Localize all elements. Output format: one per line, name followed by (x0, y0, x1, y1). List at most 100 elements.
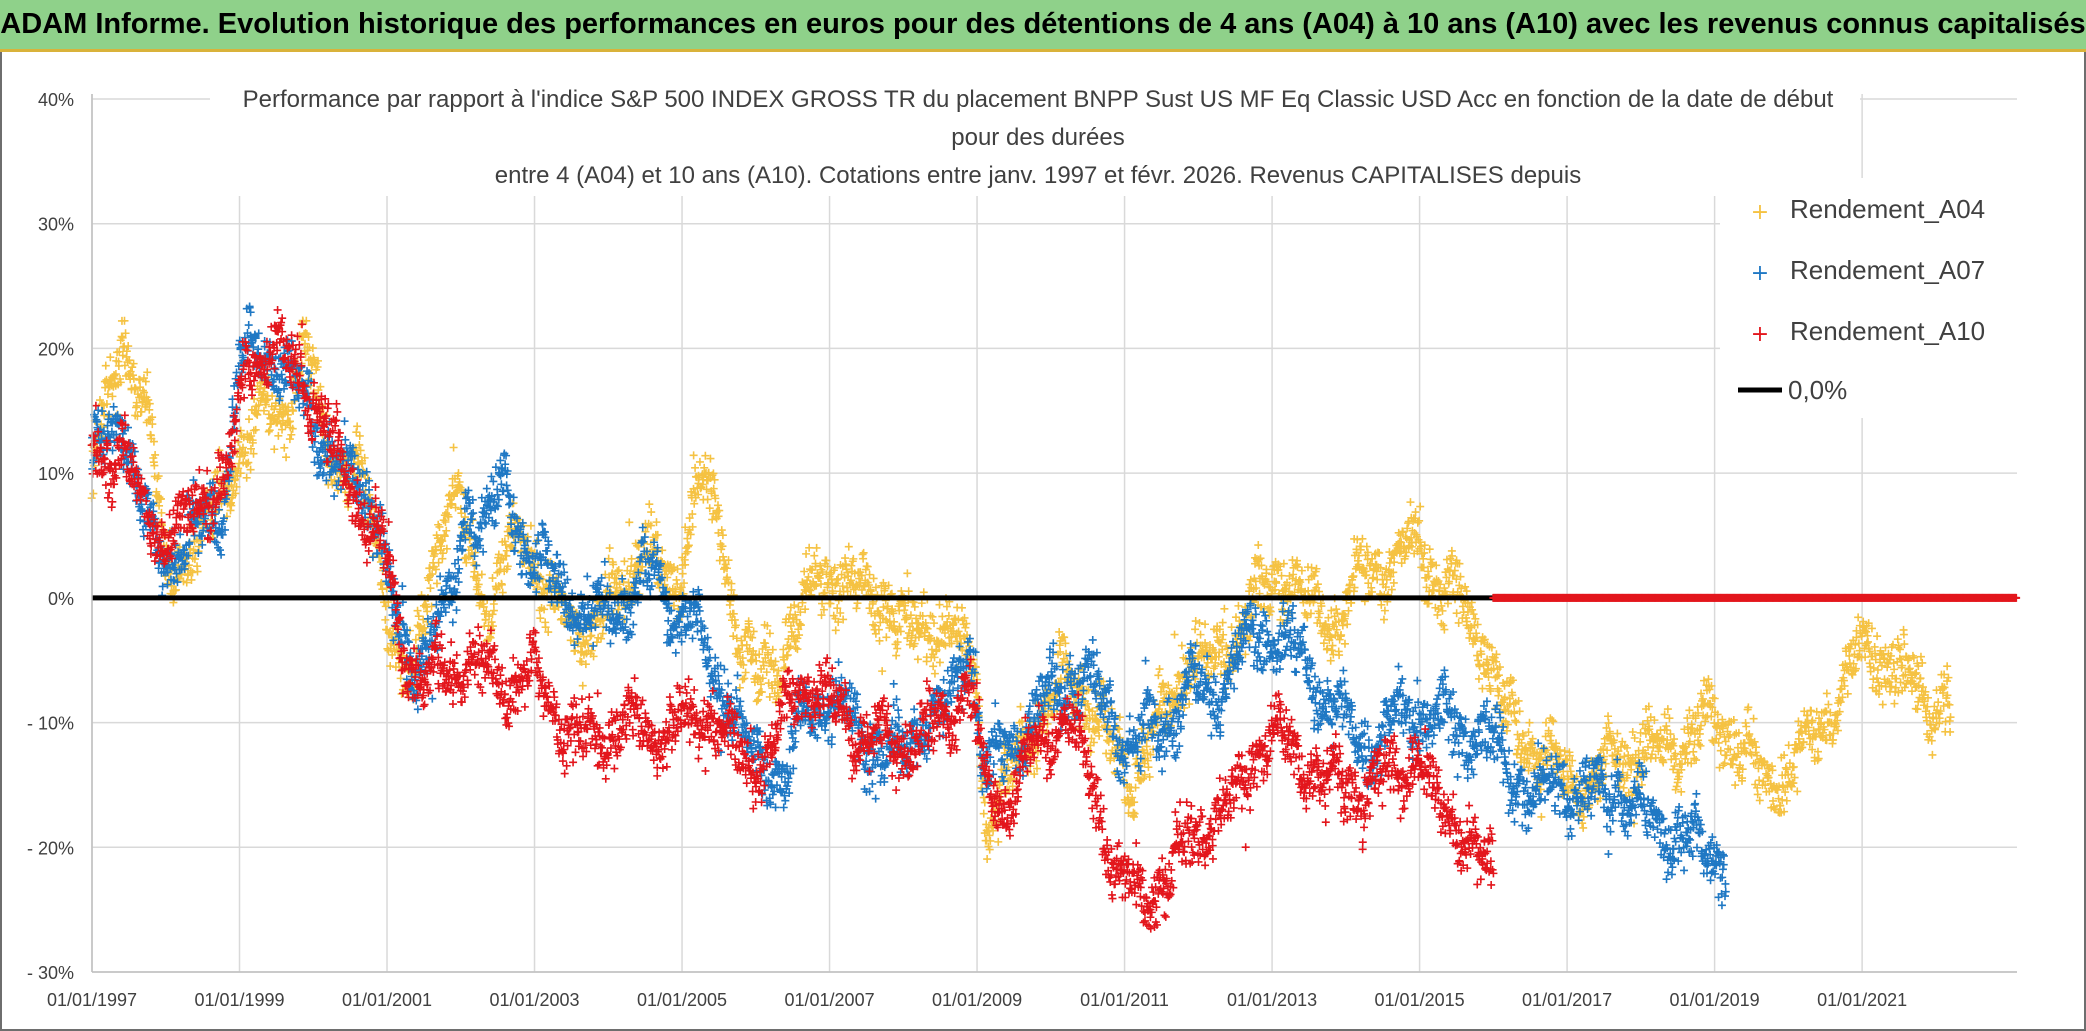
data-point (152, 487, 161, 496)
data-point (489, 477, 498, 486)
data-point (892, 651, 901, 660)
data-point (1170, 630, 1179, 639)
data-point (812, 543, 821, 552)
data-point (1104, 737, 1113, 746)
data-point (1191, 625, 1200, 634)
data-point (377, 578, 386, 587)
data-point (426, 584, 435, 593)
data-point (151, 450, 160, 459)
data-point (1899, 630, 1908, 639)
data-point (810, 551, 819, 560)
data-point (496, 456, 505, 465)
data-point (254, 401, 263, 410)
data-point (526, 521, 535, 530)
data-point (930, 619, 938, 628)
data-point (249, 449, 258, 458)
data-point (869, 620, 878, 629)
data-point (391, 663, 400, 672)
data-point (455, 564, 464, 573)
data-point (1943, 662, 1952, 671)
data-point (1524, 728, 1533, 737)
data-point (100, 411, 109, 420)
data-point (188, 568, 197, 577)
data-point (1893, 635, 1902, 644)
data-point (245, 415, 254, 424)
data-point (1873, 665, 1882, 674)
data-point (1695, 740, 1704, 749)
data-point (1419, 554, 1428, 563)
data-point (488, 574, 497, 583)
data-point (974, 693, 983, 702)
data-point (360, 453, 369, 462)
data-point (1380, 606, 1389, 615)
data-point (1144, 763, 1153, 772)
data-point (116, 378, 125, 387)
data-point (1895, 645, 1904, 654)
data-point (695, 457, 704, 466)
data-point (752, 697, 761, 706)
data-point (935, 600, 944, 609)
data-point (101, 361, 110, 370)
data-point (143, 368, 152, 377)
data-point (246, 465, 255, 474)
data-point (352, 428, 361, 437)
data-point (536, 614, 545, 623)
data-point (626, 608, 635, 617)
data-point (818, 599, 827, 608)
data-point (287, 430, 296, 439)
data-point (1665, 714, 1674, 723)
data-point (1154, 671, 1163, 680)
data-point (1749, 714, 1758, 723)
data-point (614, 605, 623, 614)
data-point (902, 615, 911, 624)
data-point (935, 658, 944, 667)
data-point (145, 399, 154, 408)
data-point (852, 604, 861, 613)
data-point (1628, 727, 1637, 736)
data-point (1615, 782, 1624, 791)
data-point (381, 615, 390, 624)
data-point (378, 585, 387, 594)
data-point (1916, 674, 1925, 683)
data-point (477, 570, 486, 579)
data-point (355, 440, 364, 449)
data-point (144, 395, 153, 404)
data-point (625, 518, 634, 527)
data-point (241, 448, 250, 457)
data-point (1782, 796, 1791, 805)
data-point (1385, 558, 1394, 567)
data-point (129, 359, 138, 368)
data-point (1946, 713, 1955, 722)
data-point (1452, 609, 1461, 618)
data-point (288, 424, 297, 433)
data-point (844, 542, 853, 551)
data-point (1601, 759, 1610, 768)
data-point (442, 526, 451, 535)
data-point (904, 587, 913, 596)
data-point (304, 332, 313, 341)
data-point (436, 572, 445, 581)
data-point (129, 374, 138, 383)
data-point (1946, 727, 1955, 736)
data-point (1890, 665, 1899, 674)
data-point (1731, 781, 1740, 790)
data-point (128, 371, 137, 380)
data-point (419, 624, 428, 633)
data-point (423, 607, 432, 616)
data-point (259, 387, 268, 396)
data-point (1916, 652, 1925, 661)
data-point (137, 407, 146, 416)
data-point (157, 508, 166, 517)
data-point (141, 377, 150, 386)
data-point (264, 427, 273, 436)
data-point (171, 585, 180, 594)
data-point (1512, 718, 1521, 727)
data-point (740, 674, 749, 683)
header-banner: ADAM Informe. Evolution historique des p… (0, 0, 2086, 52)
data-point (1934, 698, 1943, 707)
data-point (283, 410, 292, 419)
data-point (629, 620, 638, 629)
data-point (903, 569, 912, 578)
data-point (1913, 705, 1922, 714)
data-point (1822, 689, 1831, 698)
